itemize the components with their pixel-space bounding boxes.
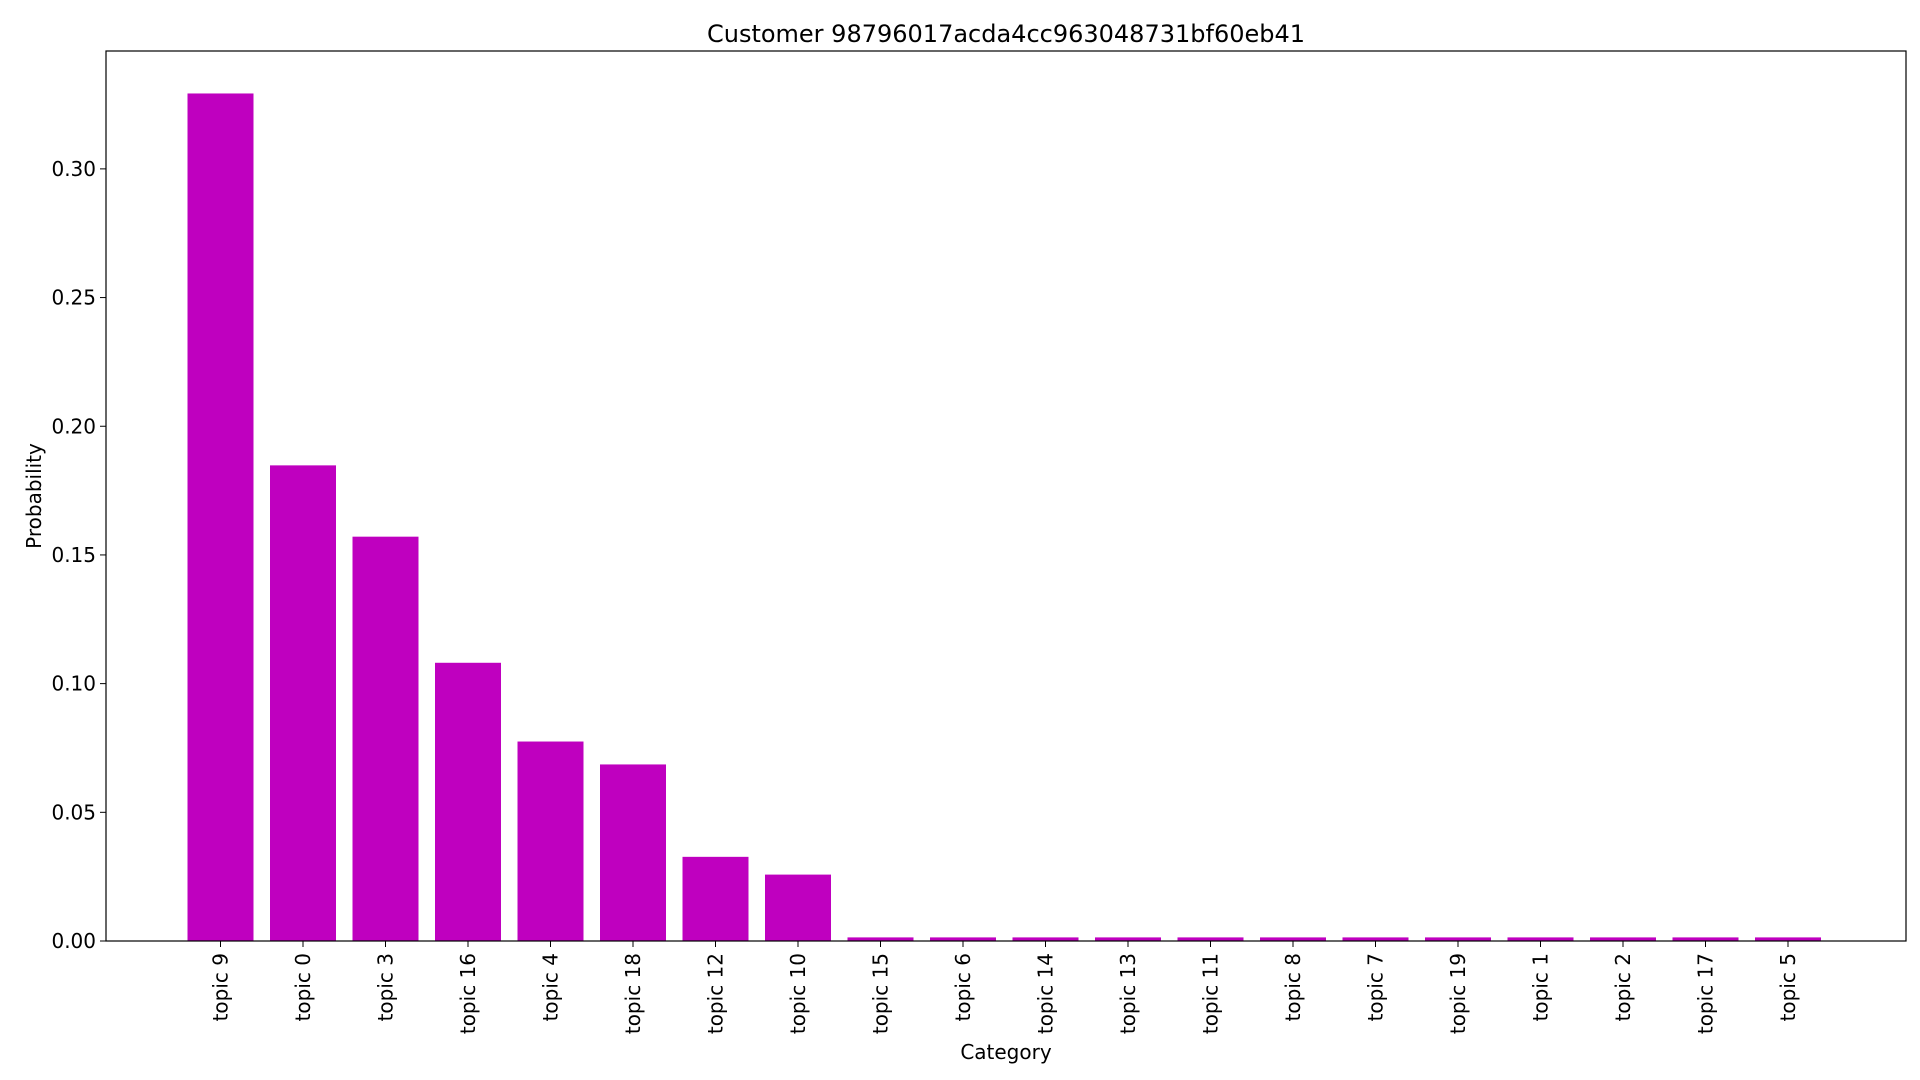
bar-topic-7 [1342, 937, 1409, 941]
bar-topic-10 [765, 874, 831, 941]
plot-frame [105, 50, 1907, 942]
bar-topic-14 [1012, 937, 1079, 941]
x-tick-label: topic 3 [374, 953, 398, 1021]
bar-topic-5 [1755, 937, 1821, 941]
bar-topic-12 [682, 856, 749, 941]
x-tick-label: topic 6 [951, 953, 975, 1021]
bars-group [187, 93, 1821, 942]
x-axis-label: Category [960, 1040, 1052, 1064]
x-tick-label: topic 7 [1364, 953, 1388, 1021]
bar-topic-8 [1260, 937, 1326, 941]
bar-topic-3 [352, 536, 419, 941]
y-tick-label: 0.20 [51, 414, 96, 438]
bar-topic-16 [435, 662, 501, 941]
x-axis-ticks: topic 9 topic 0 topic 3 topic 16 topic 4 topi… [209, 941, 1800, 1034]
x-tick-label: topic 0 [291, 953, 315, 1021]
x-tick-label: topic 14 [1034, 953, 1058, 1034]
y-tick-label: 0.00 [51, 929, 96, 953]
bar-topic-19 [1425, 937, 1491, 941]
y-axis-ticks: 0.00 0.05 0.10 0.15 0.20 0.25 0.30 [51, 157, 106, 953]
x-tick-label: topic 15 [869, 953, 893, 1034]
bar-topic-13 [1095, 937, 1161, 941]
y-tick-label: 0.10 [51, 672, 96, 696]
x-tick-label: topic 9 [209, 953, 233, 1021]
bar-topic-0 [270, 465, 336, 941]
x-tick-label: topic 1 [1529, 953, 1553, 1021]
chart-title: Customer 98796017acda4cc963048731bf60eb4… [707, 20, 1305, 48]
x-tick-label: topic 4 [539, 953, 563, 1021]
x-tick-label: topic 19 [1446, 953, 1470, 1034]
x-tick-label: topic 16 [456, 953, 480, 1034]
bar-topic-1 [1507, 937, 1574, 941]
x-tick-label: topic 18 [621, 953, 645, 1034]
x-tick-label: topic 12 [704, 953, 728, 1034]
bar-topic-18 [600, 764, 666, 941]
bar-topic-11 [1177, 937, 1244, 941]
y-tick-label: 0.05 [51, 800, 96, 824]
x-tick-label: topic 8 [1281, 953, 1305, 1021]
y-tick-label: 0.30 [51, 157, 96, 181]
bar-topic-6 [930, 937, 996, 941]
x-tick-label: topic 13 [1116, 953, 1140, 1034]
x-tick-label: topic 11 [1199, 953, 1223, 1034]
x-tick-label: topic 5 [1776, 953, 1800, 1021]
x-tick-label: topic 10 [786, 953, 810, 1034]
bar-topic-17 [1672, 937, 1739, 941]
y-tick-label: 0.15 [51, 543, 96, 567]
x-tick-label: topic 2 [1611, 953, 1635, 1021]
bar-topic-9 [187, 93, 254, 942]
y-axis-label: Probability [22, 443, 46, 549]
bar-topic-2 [1590, 937, 1656, 941]
bar-topic-15 [847, 937, 914, 941]
y-tick-label: 0.25 [51, 286, 96, 310]
bar-topic-4 [517, 741, 584, 941]
x-tick-label: topic 17 [1694, 953, 1718, 1034]
